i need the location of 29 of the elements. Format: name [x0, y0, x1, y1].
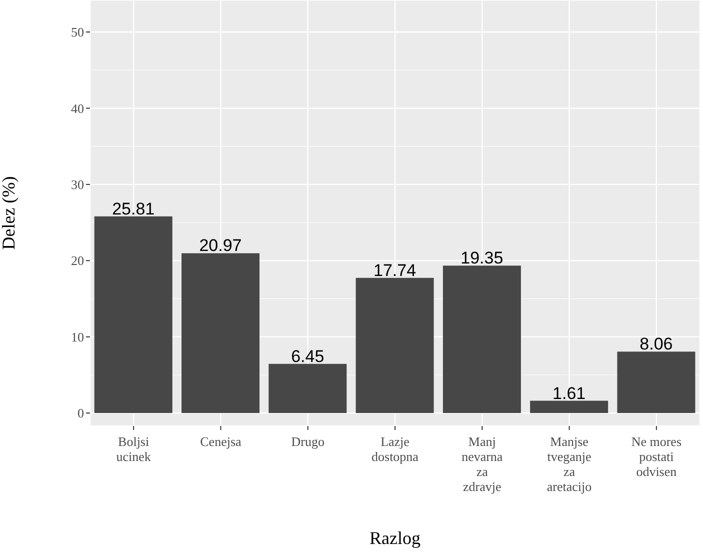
data-label: 19.35 — [460, 248, 504, 268]
data-label: 6.45 — [291, 346, 324, 366]
y-tick-label: 30 — [71, 177, 84, 192]
bar — [530, 400, 608, 414]
data-label: 8.06 — [640, 334, 673, 354]
bar — [182, 253, 260, 414]
y-tick-label: 10 — [71, 329, 84, 344]
y-axis-title: Delez (%) — [0, 176, 18, 250]
x-axis-title: Razlog — [370, 528, 420, 548]
x-tick-label: Cenejsa — [200, 434, 242, 449]
x-tick-label: Manjse tveganje za aretacijo — [546, 434, 592, 494]
bar — [442, 266, 521, 414]
bar — [94, 216, 172, 414]
y-tick-label: 40 — [71, 100, 84, 116]
bar — [268, 364, 347, 414]
y-tick-label: 0 — [78, 406, 84, 421]
x-tick-label: Lazje dostopna — [372, 434, 419, 464]
y-tick-label: 50 — [71, 24, 84, 40]
bar — [356, 278, 434, 414]
data-label: 17.74 — [374, 260, 416, 280]
data-label: 20.97 — [199, 236, 242, 256]
x-tick-label: Manj nevarna za zdravje — [462, 434, 503, 494]
data-label: 1.61 — [552, 384, 586, 403]
y-tick-label: 20 — [71, 253, 84, 268]
x-tick-label: Ne mores postati odvisen — [631, 434, 682, 479]
x-tick-label: Drugo — [291, 434, 324, 449]
data-label: 25.81 — [112, 199, 155, 218]
x-tick-label: Boljsi ucinek — [116, 434, 152, 464]
bar — [617, 352, 696, 414]
